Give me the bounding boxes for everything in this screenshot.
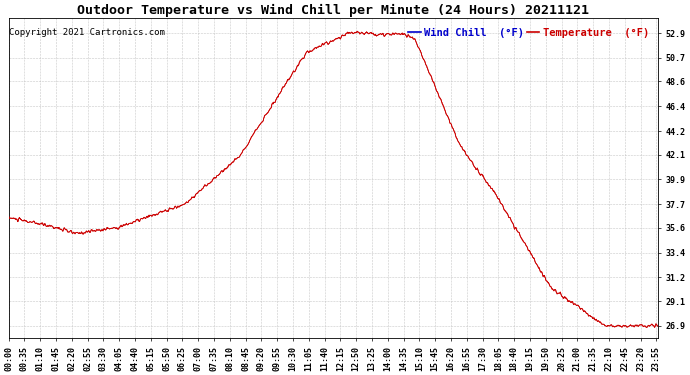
Text: Copyright 2021 Cartronics.com: Copyright 2021 Cartronics.com (10, 28, 165, 37)
Title: Outdoor Temperature vs Wind Chill per Minute (24 Hours) 20211121: Outdoor Temperature vs Wind Chill per Mi… (77, 4, 589, 17)
Legend: Wind Chill  (°F), Temperature  (°F): Wind Chill (°F), Temperature (°F) (404, 24, 653, 42)
